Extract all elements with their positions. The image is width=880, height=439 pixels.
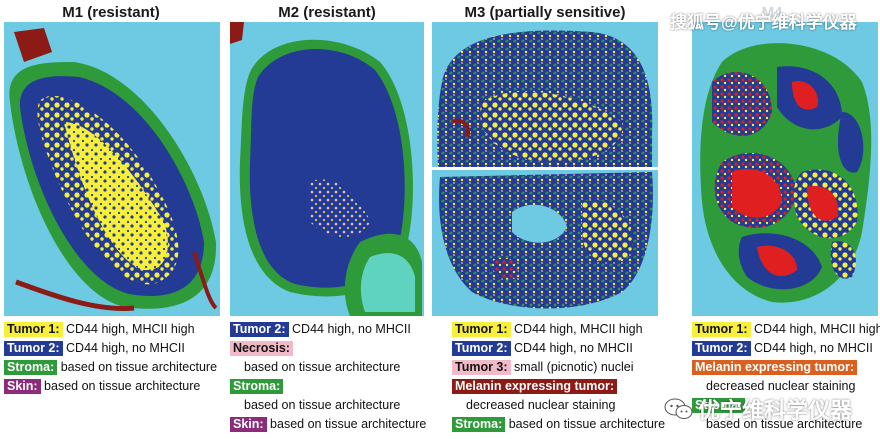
legend-row: Stroma: based on tissue architecture xyxy=(452,417,665,436)
tissue-map-m4 xyxy=(692,22,878,316)
legend-row: Skin: based on tissue architecture xyxy=(4,379,217,398)
legend-row: Stroma: xyxy=(692,398,880,417)
legend-text: CD44 high, no MHCII xyxy=(510,341,633,355)
legend-text: decreased nuclear staining xyxy=(466,398,616,412)
tissue-map-m1 xyxy=(4,22,220,316)
legend-tag-melanin: Melanin expressing tumor: xyxy=(692,360,858,375)
legend-text: based on tissue architecture xyxy=(266,417,427,431)
legend-row: Stroma: xyxy=(230,379,426,398)
legend-text: based on tissue architecture xyxy=(244,360,401,374)
legend-m4: Tumor 1: CD44 high, MHCII high Tumor 2: … xyxy=(692,322,880,436)
legend-row: Tumor 2: CD44 high, no MHCII xyxy=(4,341,217,360)
panel-title: M4 xyxy=(761,4,783,21)
legend-text: based on tissue architecture xyxy=(244,398,401,412)
legend-text: decreased nuclear staining xyxy=(706,379,856,393)
legend-row: decreased nuclear staining xyxy=(452,398,665,417)
legend-row: Tumor 1: CD44 high, MHCII high xyxy=(4,322,217,341)
legend-text: based on tissue architecture xyxy=(57,360,218,374)
legend-row: Stroma: based on tissue architecture xyxy=(4,360,217,379)
legend-text: small (picnotic) nuclei xyxy=(510,360,634,374)
panel-title: M3 (partially sensitive) xyxy=(464,4,626,21)
legend-row: Skin: based on tissue architecture xyxy=(230,417,426,436)
legend-tag-stroma: Stroma: xyxy=(230,379,284,394)
legend-m2: Tumor 2: CD44 high, no MHCII Necrosis: b… xyxy=(230,322,426,436)
legend-text: CD44 high, MHCII high xyxy=(750,322,880,336)
legend-row: Necrosis: xyxy=(230,341,426,360)
legend-row: Melanin expressing tumor: xyxy=(452,379,665,398)
legend-tag-tumor1: Tumor 1: xyxy=(692,322,751,337)
legend-row: Melanin expressing tumor: xyxy=(692,360,880,379)
legend-row: Tumor 2: CD44 high, no MHCII xyxy=(230,322,426,341)
legend-text: based on tissue architecture xyxy=(40,379,201,393)
legend-text: CD44 high, MHCII high xyxy=(62,322,195,336)
watermark-bottom: 优宁维科学仪器 xyxy=(698,398,853,423)
legend-tag-stroma: Stroma: xyxy=(452,417,506,432)
legend-tag-tumor1: Tumor 1: xyxy=(452,322,511,337)
legend-tag-stroma: Stroma: xyxy=(4,360,58,375)
legend-tag-skin: Skin: xyxy=(230,417,267,432)
legend-row: Tumor 2: CD44 high, no MHCII xyxy=(692,341,880,360)
legend-text: CD44 high, no MHCII xyxy=(62,341,185,355)
legend-tag-melanin: Melanin expressing tumor: xyxy=(452,379,618,394)
legend-text: CD44 high, MHCII high xyxy=(510,322,643,336)
legend-row: based on tissue architecture xyxy=(230,360,426,379)
legend-row: decreased nuclear staining xyxy=(692,379,880,398)
legend-row: Tumor 3: small (picnotic) nuclei xyxy=(452,360,665,379)
panel-title: M2 (resistant) xyxy=(278,4,376,21)
watermark-top: 搜狐号@优宁维科学仪器 xyxy=(670,13,857,32)
legend-tag-skin: Skin: xyxy=(4,379,41,394)
legend-text: CD44 high, no MHCII xyxy=(750,341,873,355)
legend-tag-stroma: Stroma: xyxy=(692,398,746,413)
legend-tag-tumor2: Tumor 2: xyxy=(4,341,63,356)
legend-row: Tumor 1: CD44 high, MHCII high xyxy=(692,322,880,341)
legend-tag-tumor2: Tumor 2: xyxy=(230,322,289,337)
legend-text: based on tissue architecture xyxy=(505,417,666,431)
legend-row: based on tissue architecture xyxy=(230,398,426,417)
legend-tag-tumor2: Tumor 2: xyxy=(452,341,511,356)
legend-text: based on tissue architecture xyxy=(706,417,863,431)
legend-row: based on tissue architecture xyxy=(692,417,880,436)
tissue-map-m3 xyxy=(432,22,658,316)
tissue-map-m2 xyxy=(230,22,424,316)
legend-row: Tumor 2: CD44 high, no MHCII xyxy=(452,341,665,360)
legend-tag-tumor2: Tumor 2: xyxy=(692,341,751,356)
legend-m1: Tumor 1: CD44 high, MHCII high Tumor 2: … xyxy=(4,322,217,398)
wechat-icon xyxy=(664,398,694,420)
panel-title: M1 (resistant) xyxy=(62,4,160,21)
legend-tag-necrosis: Necrosis: xyxy=(230,341,293,356)
legend-row: Tumor 1: CD44 high, MHCII high xyxy=(452,322,665,341)
legend-text: CD44 high, no MHCII xyxy=(288,322,411,336)
legend-tag-tumor3: Tumor 3: xyxy=(452,360,511,375)
legend-tag-tumor1: Tumor 1: xyxy=(4,322,63,337)
legend-m3: Tumor 1: CD44 high, MHCII high Tumor 2: … xyxy=(452,322,665,436)
